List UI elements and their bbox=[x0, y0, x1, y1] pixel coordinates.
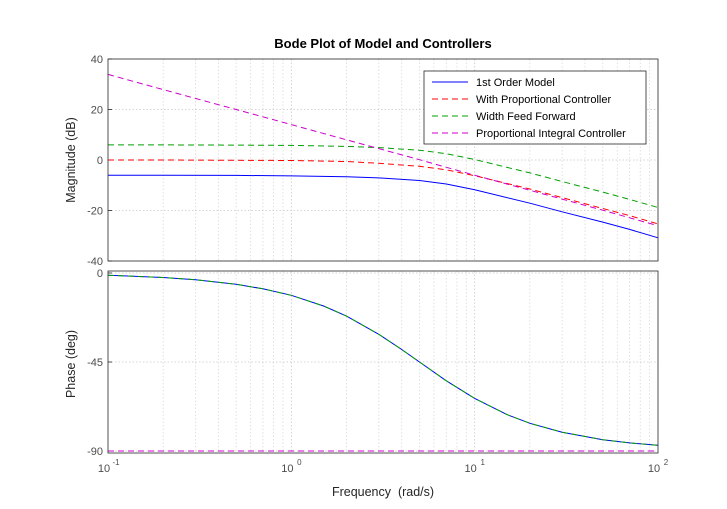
magnitude-y-tick-label: 20 bbox=[91, 105, 103, 117]
x-tick-label: 10 bbox=[98, 463, 110, 475]
phase-series-width-feed-forward bbox=[107, 274, 659, 446]
phase-y-tick-label: -90 bbox=[87, 446, 103, 458]
magnitude-y-tick-label: 0 bbox=[97, 155, 103, 167]
legend-entry: 1st Order Model bbox=[476, 77, 555, 89]
legend-entry: Proportional Integral Controller bbox=[476, 128, 626, 140]
x-tick-exponent: 0 bbox=[297, 458, 302, 467]
legend-entry: With Proportional Controller bbox=[476, 94, 611, 106]
legend: 1st Order Model With Proportional Control… bbox=[423, 70, 647, 145]
x-tick-exponent: -1 bbox=[112, 458, 120, 467]
x-tick-label: 10 bbox=[281, 463, 293, 475]
magnitude-series-proportional-integral-controller bbox=[107, 73, 659, 227]
magnitude-series-width-feed-forward bbox=[108, 144, 659, 208]
magnitude-y-tick-label: 40 bbox=[91, 54, 103, 66]
magnitude-y-tick-label: -40 bbox=[87, 256, 103, 268]
magnitude-axes-box bbox=[107, 58, 659, 262]
phase-panel: 0 -45 -90 bbox=[87, 268, 659, 458]
x-tick-exponent: 2 bbox=[664, 458, 669, 467]
magnitude-series-1st-order-model bbox=[108, 174, 659, 239]
magnitude-series-with-proportional-controller bbox=[108, 159, 659, 225]
legend-entry: Width Feed Forward bbox=[476, 111, 576, 123]
magnitude-ylabel: Magnitude (dB) bbox=[64, 117, 78, 202]
x-tick-label: 10 bbox=[648, 463, 660, 475]
x-tick-label: 10 bbox=[465, 463, 477, 475]
phase-y-tick-label: -45 bbox=[87, 357, 103, 369]
magnitude-y-tick-label: -20 bbox=[87, 206, 103, 218]
magnitude-panel: 40 20 0 -20 -40 bbox=[87, 54, 659, 268]
x-tick-exponent: 1 bbox=[480, 458, 485, 467]
frequency-xlabel: Frequency (rad/s) bbox=[332, 485, 434, 499]
phase-axes-box bbox=[107, 270, 659, 454]
phase-y-tick-label: 0 bbox=[97, 268, 103, 280]
phase-ylabel: Phase (deg) bbox=[64, 330, 78, 398]
legend-box bbox=[423, 70, 647, 145]
chart-title: Bode Plot of Model and Controllers bbox=[274, 36, 491, 51]
